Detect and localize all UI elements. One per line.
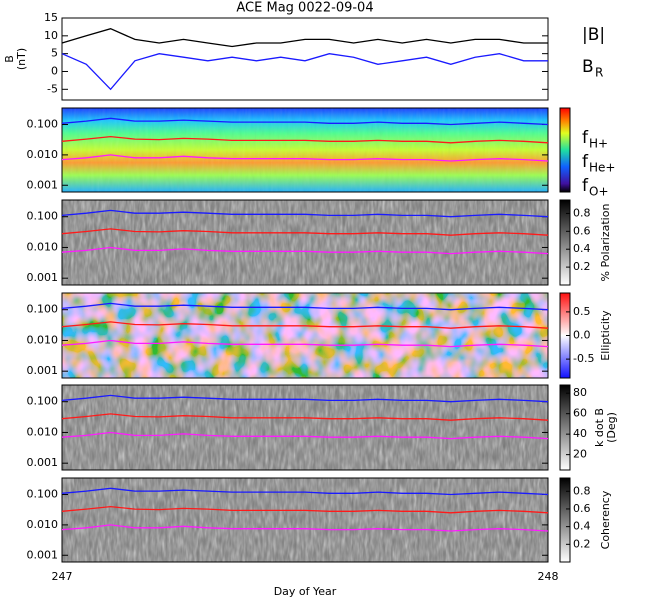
- y-tick-label: 0.100: [27, 210, 59, 223]
- y-tick-label: 0.010: [27, 518, 59, 531]
- y-tick-label: 0: [51, 64, 58, 77]
- colorbar-tick-label: 40: [573, 427, 587, 440]
- colorbar-label: % Polarization: [599, 204, 612, 282]
- data-line: [61, 302, 549, 311]
- colorbar-tick-label: 0.4: [573, 520, 591, 533]
- legend-label: |B|: [582, 25, 605, 45]
- colorbar-unit: (Deg): [605, 412, 618, 443]
- data-line: [61, 154, 549, 162]
- y-tick-label: 0.010: [27, 425, 59, 438]
- y-tick-label: 0.010: [27, 148, 59, 161]
- data-line: [61, 246, 549, 255]
- legend-subscript: O+: [589, 185, 609, 199]
- y-tick-label: 0.001: [27, 271, 59, 284]
- data-line: [61, 135, 549, 144]
- y-tick-label: 0.010: [27, 333, 59, 346]
- legend-label: f: [582, 128, 589, 148]
- plot-frame: [61, 477, 549, 563]
- colorbar-label: Ellipticity: [599, 310, 612, 361]
- plot-frame: [61, 384, 549, 471]
- colorbar-label: Coherency: [599, 490, 612, 549]
- colorbar-tick-label: 0.0: [573, 329, 591, 342]
- colorbar-tick-label: 0.4: [573, 242, 591, 255]
- y-tick-label: 5: [51, 47, 58, 60]
- data-line: [61, 228, 549, 236]
- legend-label: f: [582, 176, 589, 196]
- y-tick-label: 0.001: [27, 456, 59, 469]
- x-tick-label: 247: [52, 570, 73, 583]
- data-line: [61, 431, 549, 440]
- y-tick-label: -5: [47, 82, 58, 95]
- colorbar-tick-label: 0.2: [573, 537, 591, 550]
- colorbar-tick-label: 0.8: [573, 484, 591, 497]
- colorbar-tick-label: -0.5: [573, 352, 594, 365]
- data-line: [61, 413, 549, 421]
- data-line: [61, 339, 549, 348]
- plot-frame: [61, 17, 549, 101]
- legend-subscript: R: [595, 66, 603, 80]
- colorbar-tick-label: 0.8: [573, 206, 591, 219]
- colorbar-tick-label: 20: [573, 448, 587, 461]
- y-tick-label: 0.100: [27, 395, 59, 408]
- colorbar-label: % Polarization: [599, 204, 612, 282]
- y-tick-label: 0.100: [27, 303, 59, 316]
- data-line: [61, 28, 548, 48]
- legend-subscript: He+: [589, 161, 615, 175]
- colorbar-tick-label: 0.2: [573, 260, 591, 273]
- plot-frame: [61, 107, 549, 193]
- y-tick-label: 0.001: [27, 178, 59, 191]
- plot-frame: [61, 292, 549, 379]
- y-tick-label: 0.100: [27, 488, 59, 501]
- data-line: [61, 505, 549, 514]
- colorbar-tick-label: 0.6: [573, 502, 591, 515]
- legend-label: B: [582, 57, 594, 77]
- y-tick-label: 0.001: [27, 548, 59, 561]
- y-tick-label: 10: [44, 29, 58, 42]
- y-axis-unit: (nT): [15, 48, 28, 70]
- colorbar: [559, 384, 571, 471]
- colorbar-label: k dot B (Deg): [593, 408, 618, 447]
- data-line: [61, 53, 548, 91]
- colorbar-tick-label: 60: [573, 407, 587, 420]
- data-line: [61, 117, 549, 126]
- legend-subscript: H+: [589, 137, 608, 151]
- data-line: [61, 487, 549, 496]
- colorbar-label: k dot B: [593, 408, 606, 447]
- data-line: [61, 209, 549, 218]
- colorbar: [559, 199, 571, 286]
- y-tick-label: 0.001: [27, 364, 59, 377]
- colorbar-label: Ellipticity: [599, 310, 612, 361]
- y-tick-label: 0.100: [27, 118, 59, 131]
- legend-label: f: [582, 152, 589, 172]
- y-axis-label: B (nT): [3, 48, 28, 70]
- data-line: [61, 321, 549, 329]
- colorbar-tick-label: 0.5: [573, 305, 591, 318]
- y-tick-label: 0.010: [27, 240, 59, 253]
- colorbar-tick-label: 80: [573, 386, 587, 399]
- colorbar-tick-label: 0.6: [573, 224, 591, 237]
- colorbar-label: Coherency: [599, 490, 612, 549]
- data-line: [61, 524, 549, 532]
- x-tick-label: 248: [538, 570, 559, 583]
- plot-frame: [61, 199, 549, 286]
- colorbar: [559, 477, 571, 563]
- x-axis-label: Day of Year: [274, 585, 337, 598]
- y-axis-label: B: [3, 55, 16, 63]
- y-tick-label: 15: [44, 11, 58, 24]
- chart-title: ACE Mag 0022-09-04: [236, 1, 373, 16]
- colorbar: [559, 107, 571, 193]
- data-line: [61, 394, 549, 403]
